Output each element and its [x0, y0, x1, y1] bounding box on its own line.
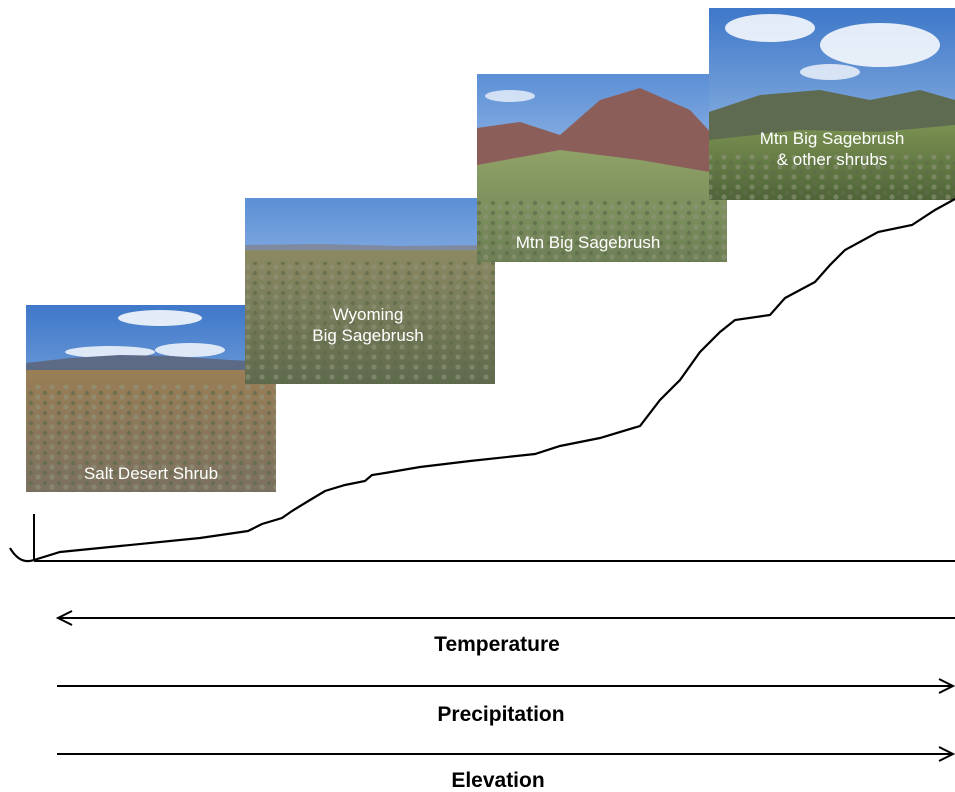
photo-wyoming-big-sagebrush: Wyoming Big Sagebrush — [245, 198, 495, 384]
photo-mtn-big-sagebrush: Mtn Big Sagebrush — [477, 74, 727, 262]
elevation-profile-curve — [9, 198, 955, 563]
temperature-arrow — [55, 610, 955, 626]
photo-label-salt-desert-shrub: Salt Desert Shrub — [84, 464, 218, 483]
photo-label-line: Mtn Big Sagebrush — [760, 129, 905, 148]
photo-mtn-big-sagebrush-other-shrubs: Mtn Big Sagebrush & other shrubs — [709, 8, 955, 200]
elevation-label: Elevation — [451, 769, 544, 792]
elevation-arrow — [57, 746, 955, 762]
photo-label-wyoming-big-sagebrush: Wyoming Big Sagebrush — [312, 305, 424, 345]
photo-label-line: Big Sagebrush — [312, 326, 424, 345]
photo-label-line: & other shrubs — [777, 150, 888, 169]
photo-salt-desert-shrub: Salt Desert Shrub — [26, 305, 276, 492]
precipitation-label: Precipitation — [437, 703, 564, 726]
precipitation-arrow — [57, 678, 955, 694]
photo-label-line: Mtn Big Sagebrush — [516, 233, 661, 252]
photo-label-mtn-big-sagebrush: Mtn Big Sagebrush — [516, 233, 661, 252]
photo-label-mtn-big-sagebrush-other-shrubs: Mtn Big Sagebrush & other shrubs — [760, 129, 905, 169]
photo-label-line: Salt Desert Shrub — [84, 464, 218, 483]
photo-label-line: Wyoming — [333, 305, 404, 324]
temperature-label: Temperature — [434, 633, 560, 656]
